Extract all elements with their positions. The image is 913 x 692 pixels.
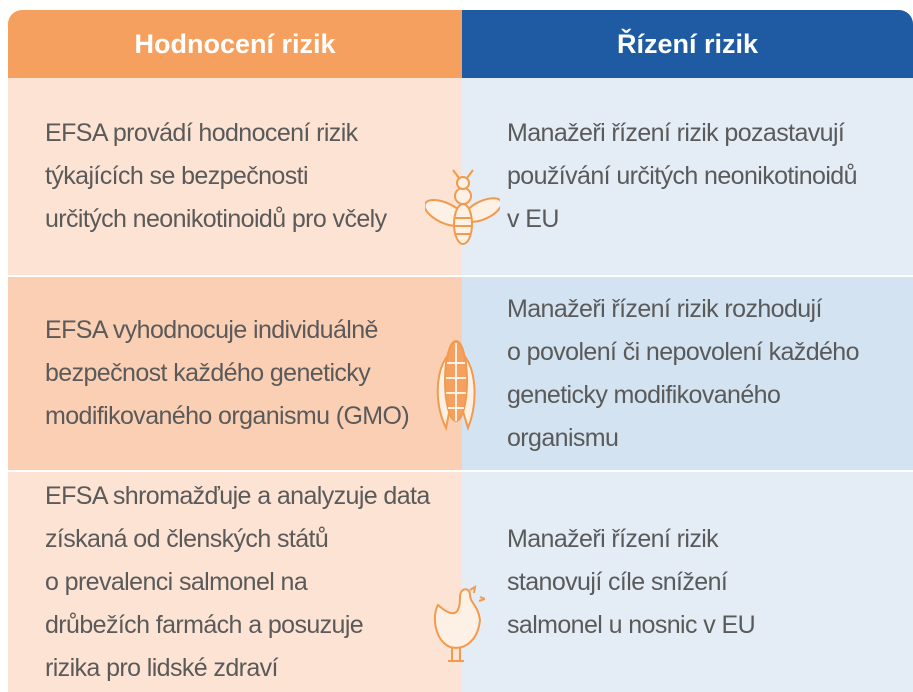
text-line: EFSA provádí hodnocení rizik [45,119,358,147]
text-line: rizika pro lidské zdraví [45,653,279,682]
text-line: v EU [507,205,559,233]
assessment-cell: EFSA vyhodnocuje individuálně bezpečnost … [8,277,462,470]
header-risk-assessment: Hodnocení rizik [8,10,462,78]
text-line: bezpečnost každého geneticky [45,359,371,387]
text-line: drůbežích farmách a posuzuje [45,610,364,639]
management-cell: Manažeři řízení rizik rozhodují o povolen… [462,277,913,470]
header-risk-management: Řízení rizik [462,10,913,78]
text-line: Manažeři řízení rizik pozastavují [507,119,845,147]
text-line: geneticky modifikovaného [507,380,781,409]
text-line: týkajících se bezpečnosti [45,162,309,190]
text-line: modifikovaného organismu (GMO) [45,402,410,430]
text-line: používání určitých neonikotinoidů [507,162,857,190]
management-cell: Manažeři řízení rizik pozastavují používá… [462,78,913,275]
text-line: EFSA vyhodnocuje individuálně [45,316,378,344]
text-line: určitých neonikotinoidů pro včely [45,205,387,233]
management-cell: Manažeři řízení rizik stanovují cíle sníž… [462,472,913,692]
text-line: EFSA shromažďuje a analyzuje data [45,481,430,510]
text-line: získaná od členských států [45,524,329,553]
text-line: salmonel u nosnic v EU [507,610,756,639]
text-line: stanovují cíle snížení [507,567,728,596]
text-line: Manažeři řízení rizik [507,524,719,553]
bee-icon [425,169,500,245]
assessment-cell: EFSA shromažďuje a analyzuje data získaná… [8,472,462,692]
header-text: Hodnocení rizik [134,28,336,59]
text-line: o prevalenci salmonel na [45,567,308,596]
header-text: Řízení rizik [616,28,759,59]
text-line: organismu [507,423,619,452]
assessment-cell: EFSA provádí hodnocení rizik týkajících s… [8,78,462,275]
hen-icon [433,585,485,662]
text-line: o povolení či nepovolení každého [507,337,860,366]
text-line: Manažeři řízení rizik rozhodují [507,294,822,323]
corn-icon [436,340,476,432]
